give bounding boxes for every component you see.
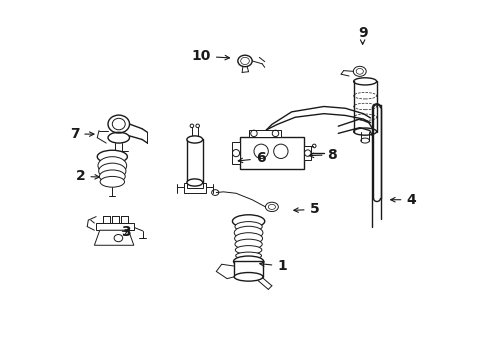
Ellipse shape [234,273,263,281]
Polygon shape [232,142,240,164]
Ellipse shape [232,215,265,228]
Ellipse shape [98,163,126,179]
Ellipse shape [187,136,203,143]
Text: 4: 4 [391,193,416,207]
Text: 2: 2 [75,170,99,183]
Polygon shape [234,261,263,277]
Ellipse shape [187,179,203,186]
Text: 1: 1 [260,259,287,273]
Polygon shape [95,230,134,245]
Ellipse shape [100,176,124,187]
Text: 10: 10 [192,49,229,63]
Ellipse shape [235,233,263,244]
Ellipse shape [236,252,262,259]
Polygon shape [184,183,205,193]
Text: 5: 5 [294,202,319,216]
Polygon shape [96,223,134,230]
Text: 9: 9 [358,26,368,44]
Ellipse shape [235,246,262,254]
Text: 6: 6 [238,152,266,166]
Ellipse shape [98,157,126,175]
Text: 3: 3 [122,225,131,239]
Polygon shape [240,137,304,169]
Ellipse shape [99,170,125,183]
Polygon shape [248,130,281,137]
Text: 7: 7 [70,127,94,141]
Ellipse shape [234,226,263,239]
Ellipse shape [234,256,264,267]
Ellipse shape [235,239,262,249]
Ellipse shape [235,222,262,231]
Text: 8: 8 [309,148,337,162]
Polygon shape [304,146,311,160]
Ellipse shape [97,150,127,163]
